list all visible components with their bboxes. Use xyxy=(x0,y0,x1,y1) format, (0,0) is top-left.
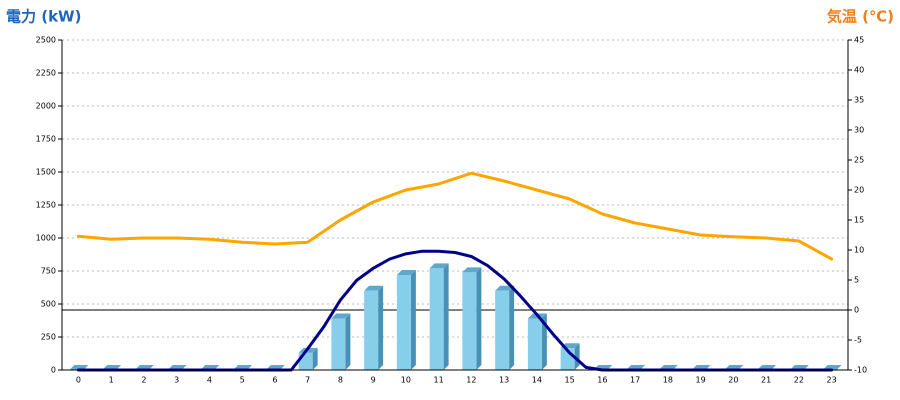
x-tick-label: 0 xyxy=(76,376,81,385)
x-tick-label: 22 xyxy=(794,376,804,385)
y2-tick-label: 40 xyxy=(854,66,864,75)
y-tick-label: 2250 xyxy=(36,69,56,78)
bar-side xyxy=(509,285,515,370)
y-tick-label: 1750 xyxy=(36,135,56,144)
bar xyxy=(495,290,510,370)
bar-top xyxy=(396,269,416,275)
y2-tick-label: 5 xyxy=(854,276,859,285)
bar xyxy=(429,268,444,370)
x-tick-label: 1 xyxy=(109,376,114,385)
x-tick-label: 20 xyxy=(728,376,738,385)
line-series xyxy=(76,171,834,261)
bar-side xyxy=(378,285,384,370)
x-tick-label: 21 xyxy=(761,376,771,385)
y2-tick-label: 45 xyxy=(854,36,864,45)
bar xyxy=(331,318,346,370)
bar xyxy=(462,272,477,370)
y2-tick-label: -5 xyxy=(854,336,862,345)
y2-tick-label: -10 xyxy=(854,366,867,375)
x-tick-label: 8 xyxy=(338,376,343,385)
bar-side xyxy=(410,269,416,370)
y-tick-label: 1500 xyxy=(36,168,56,177)
bar-side xyxy=(345,313,351,370)
bar xyxy=(527,318,542,370)
x-tick-label: 12 xyxy=(466,376,476,385)
x-tick-label: 16 xyxy=(597,376,607,385)
bar-side xyxy=(574,343,580,370)
bar-top xyxy=(462,267,482,273)
bar-side xyxy=(476,267,482,370)
x-tick-label: 11 xyxy=(434,376,444,385)
x-tick-label: 3 xyxy=(174,376,179,385)
bar-top xyxy=(331,313,351,319)
bar-side xyxy=(312,347,318,370)
y2-tick-label: 10 xyxy=(854,246,864,255)
x-tick-label: 7 xyxy=(305,376,310,385)
y2-tick-label: 35 xyxy=(854,96,864,105)
y-tick-label: 2500 xyxy=(36,36,56,45)
x-tick-label: 18 xyxy=(663,376,673,385)
y-tick-label: 250 xyxy=(41,333,56,342)
y-tick-label: 1250 xyxy=(36,201,56,210)
y-tick-label: 1000 xyxy=(36,234,56,243)
line-series xyxy=(76,249,834,372)
y-tick-label: 0 xyxy=(51,366,56,375)
x-tick-label: 4 xyxy=(207,376,212,385)
y-tick-label: 750 xyxy=(41,267,56,276)
bar-top xyxy=(429,263,449,269)
y2-tick-label: 15 xyxy=(854,216,864,225)
y2-axis-title: 気温 (℃) xyxy=(827,8,894,26)
y2-tick-label: 30 xyxy=(854,126,864,135)
bar-side xyxy=(443,263,449,370)
x-tick-label: 17 xyxy=(630,376,640,385)
bar-top xyxy=(495,285,515,291)
y-tick-label: 500 xyxy=(41,300,56,309)
x-tick-label: 10 xyxy=(401,376,411,385)
y2-tick-label: 20 xyxy=(854,186,864,195)
y-axis-title: 電力 (kW) xyxy=(6,8,81,26)
bar xyxy=(364,290,379,370)
x-tick-label: 9 xyxy=(371,376,376,385)
y2-tick-label: 25 xyxy=(854,156,864,165)
bar xyxy=(396,274,411,370)
x-tick-label: 14 xyxy=(532,376,542,385)
x-tick-label: 13 xyxy=(499,376,509,385)
x-tick-label: 6 xyxy=(272,376,277,385)
x-tick-label: 15 xyxy=(565,376,575,385)
y2-tick-label: 0 xyxy=(854,306,859,315)
y-tick-label: 2000 xyxy=(36,102,56,111)
x-tick-label: 5 xyxy=(240,376,245,385)
x-tick-label: 19 xyxy=(696,376,706,385)
bar-side xyxy=(541,313,547,370)
bar-top xyxy=(364,285,384,291)
x-tick-label: 2 xyxy=(141,376,146,385)
x-tick-label: 23 xyxy=(827,376,837,385)
